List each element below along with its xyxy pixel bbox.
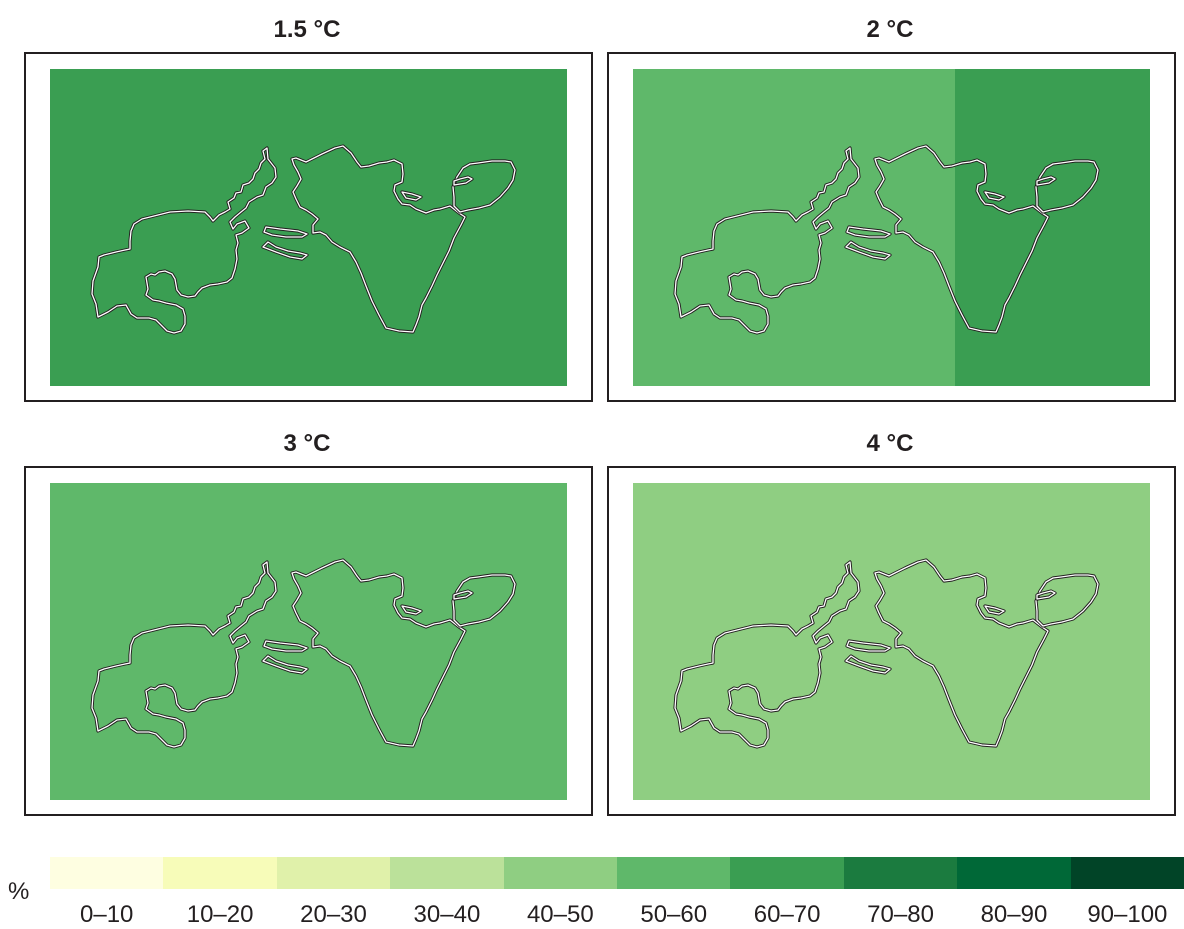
map-panel-2c <box>607 52 1176 402</box>
legend-swatch <box>390 857 504 889</box>
legend-class-label: 90–100 <box>1087 901 1168 928</box>
grid-cell-fill-east <box>955 69 1150 386</box>
grid-cell-fill <box>633 483 1150 800</box>
legend-swatch <box>276 857 391 889</box>
legend-swatch <box>50 857 164 889</box>
legend-class-label: 50–60 <box>640 901 708 928</box>
map-panel-1-5c <box>24 52 593 402</box>
legend-swatch <box>730 857 844 889</box>
region-outline <box>90 144 517 335</box>
panel-title-3c: 3 °C <box>283 430 331 457</box>
legend-class-label: 70–80 <box>867 901 934 928</box>
legend-class-label: 40–50 <box>526 901 594 928</box>
grid-cell-fill-west <box>633 69 955 386</box>
map-panel-4c <box>607 466 1176 816</box>
legend-swatch <box>957 857 1071 889</box>
region-outline <box>90 558 517 749</box>
legend-swatch <box>163 857 277 889</box>
legend-labels: 0–10 10–20 20–30 30–40 40–50 50–60 60–70 70–80 8… <box>50 901 1184 929</box>
legend-swatch <box>503 857 618 889</box>
legend-swatch <box>843 857 958 889</box>
legend-swatch <box>617 857 731 889</box>
panel-title-2c: 2 °C <box>866 16 914 43</box>
legend-swatch <box>1070 857 1184 889</box>
grid-cell-fill <box>50 69 567 386</box>
panel-title-1-5c: 1.5 °C <box>273 16 341 43</box>
legend-class-label: 30–40 <box>413 901 481 928</box>
legend-class-label: 80–90 <box>980 901 1048 928</box>
region-map-3c <box>50 483 567 800</box>
region-outline <box>673 144 1100 335</box>
region-outline <box>673 558 1100 749</box>
legend-class-label: 60–70 <box>753 901 821 928</box>
region-map-1-5c <box>50 69 567 386</box>
legend-class-label: 10–20 <box>186 901 254 928</box>
legend-class-label: 0–10 <box>80 901 134 928</box>
panel-title-4c: 4 °C <box>866 430 914 457</box>
legend-unit-label: % <box>8 878 30 905</box>
map-panel-3c <box>24 466 593 816</box>
legend-color-bar <box>50 857 1184 889</box>
region-map-2c <box>633 69 1150 386</box>
legend-class-label: 20–30 <box>300 901 367 928</box>
region-map-4c <box>633 483 1150 800</box>
grid-cell-fill <box>50 483 567 800</box>
